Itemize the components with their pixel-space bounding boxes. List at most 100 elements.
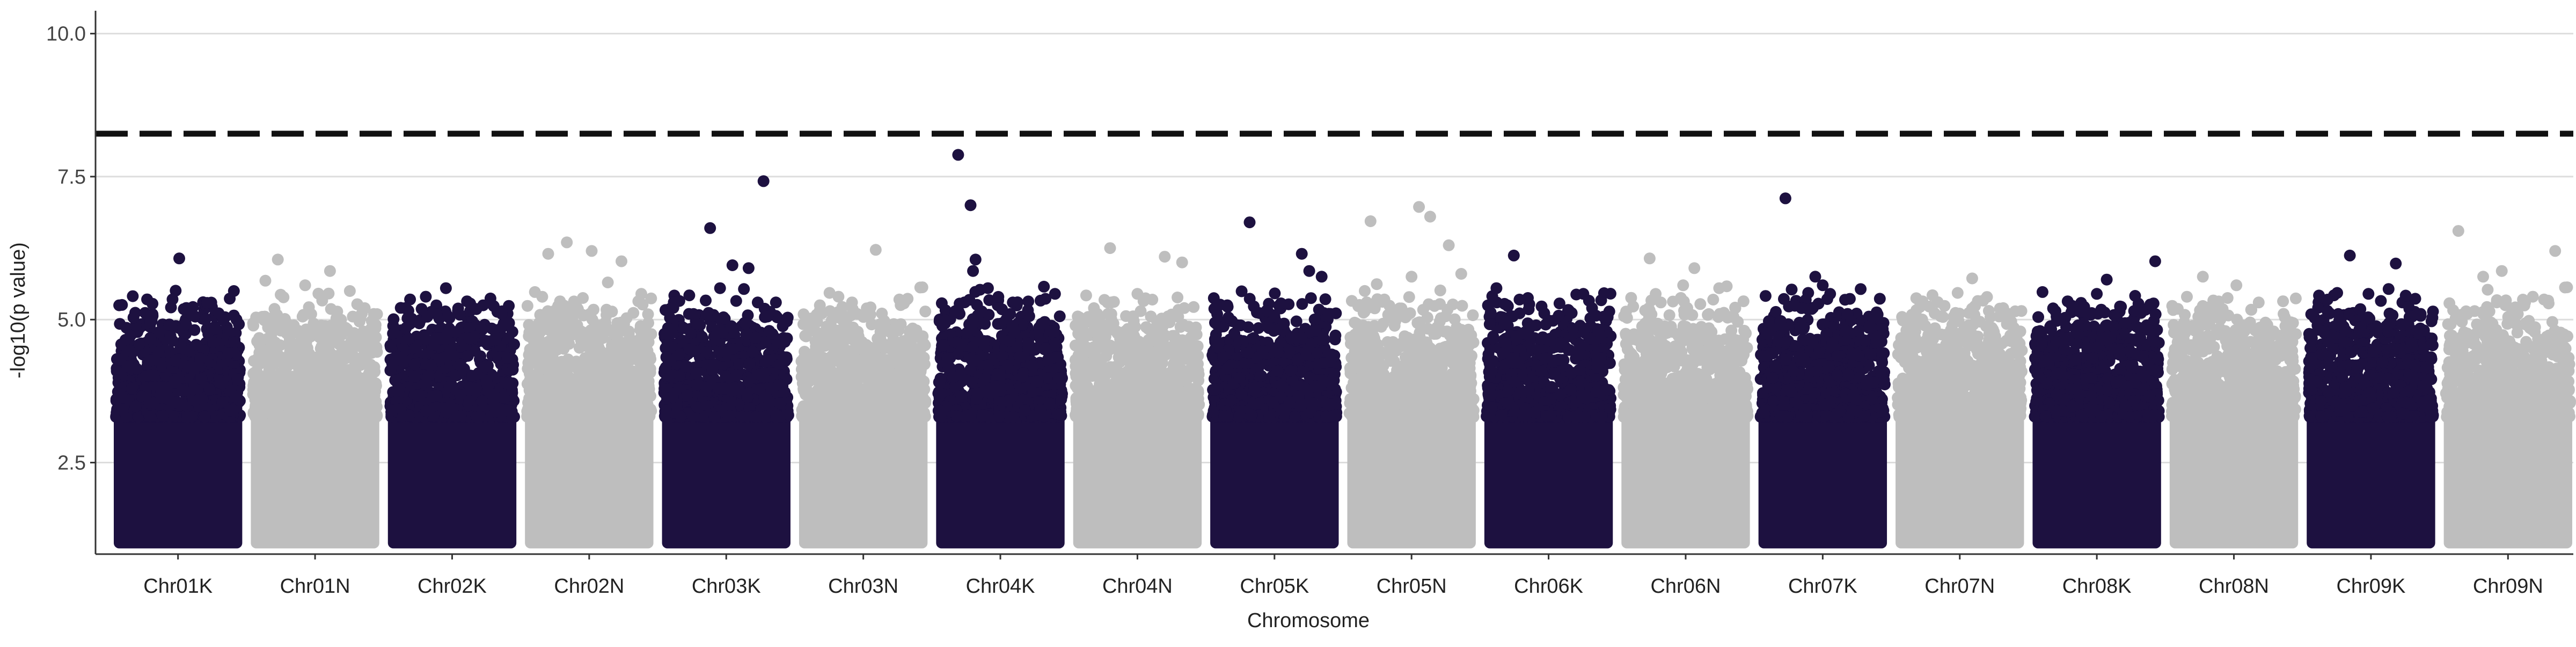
snp-point: [358, 330, 370, 342]
snp-point: [778, 355, 790, 367]
snp-point: [750, 411, 762, 423]
snp-point: [549, 411, 561, 423]
snp-point: [423, 369, 435, 381]
snp-point: [681, 390, 693, 402]
snp-point: [147, 298, 158, 310]
snp-point: [604, 386, 616, 397]
chromosome-points-Chr02K: [384, 282, 520, 549]
snp-point: [661, 351, 672, 363]
snp-point: [568, 295, 580, 307]
snp-point: [165, 330, 177, 341]
top-snp-point: [421, 311, 433, 323]
top-snp-point: [173, 252, 185, 264]
snp-point: [409, 359, 421, 370]
snp-point: [260, 390, 272, 402]
snp-point: [117, 403, 129, 415]
snp-point: [296, 382, 308, 394]
top-snp-point: [477, 300, 489, 311]
snp-point: [279, 359, 291, 371]
top-snp-point: [602, 277, 614, 288]
snp-point: [720, 346, 731, 358]
snp-point: [738, 283, 750, 295]
snp-point: [253, 339, 265, 351]
snp-point: [223, 347, 235, 359]
snp-point: [486, 323, 497, 335]
snp-point: [766, 328, 778, 340]
snp-point: [420, 333, 432, 345]
top-snp-point: [616, 256, 627, 267]
snp-point: [145, 333, 157, 345]
top-snp-point: [299, 279, 311, 291]
snp-point: [123, 345, 135, 357]
snp-point: [553, 401, 565, 412]
snp-point: [501, 404, 513, 416]
snp-point: [319, 377, 331, 389]
snp-point: [700, 309, 712, 321]
snp-point: [551, 307, 562, 319]
snp-point: [425, 359, 437, 371]
snp-point: [207, 337, 219, 348]
snp-point: [782, 312, 794, 324]
snp-point: [701, 346, 713, 358]
snp-point: [412, 389, 423, 401]
snp-point: [363, 411, 375, 423]
snp-point: [664, 312, 676, 324]
snp-point: [167, 294, 179, 306]
snp-point: [454, 309, 466, 321]
snp-point: [691, 401, 703, 413]
snp-point: [335, 360, 347, 372]
snp-point: [524, 374, 536, 386]
snp-point: [536, 291, 548, 303]
top-snp-point: [228, 285, 240, 297]
snp-point: [353, 397, 364, 409]
snp-point: [231, 373, 243, 385]
snp-point: [290, 348, 302, 360]
dense-points-band: [799, 403, 927, 549]
snp-point: [561, 356, 573, 368]
snp-point: [188, 324, 200, 336]
snp-point: [280, 381, 292, 392]
snp-point: [181, 411, 193, 423]
snp-point: [327, 337, 339, 348]
snp-point: [733, 358, 745, 370]
snp-point: [620, 377, 632, 389]
snp-point: [589, 411, 601, 423]
top-snp-point: [440, 282, 452, 294]
snp-point: [333, 322, 345, 333]
chromosome-points-Chr01K: [110, 252, 246, 548]
snp-point: [169, 410, 180, 422]
top-snp-point: [496, 308, 508, 320]
snp-point: [523, 358, 535, 369]
snp-point: [144, 410, 156, 422]
snp-point: [247, 317, 259, 329]
snp-point: [919, 306, 931, 317]
snp-point: [551, 360, 562, 372]
snp-point: [277, 292, 289, 303]
snp-point: [747, 346, 758, 358]
dense-points-band: [114, 403, 242, 549]
top-snp-point: [635, 288, 647, 300]
snp-point: [228, 310, 240, 322]
snp-point: [522, 300, 533, 312]
snp-point: [782, 409, 794, 420]
snp-point: [134, 338, 145, 350]
dense-points-band: [662, 403, 791, 549]
snp-point: [724, 410, 736, 422]
snp-point: [261, 406, 273, 418]
top-snp-point: [399, 302, 411, 314]
top-snp-point: [704, 222, 716, 234]
snp-point: [203, 384, 215, 396]
snp-point: [445, 344, 457, 355]
snp-point: [143, 397, 155, 409]
snp-point: [224, 405, 236, 417]
snp-point: [683, 289, 695, 301]
snp-point: [736, 411, 748, 423]
snp-point: [194, 352, 206, 364]
snp-point: [182, 361, 194, 373]
top-snp-point: [743, 262, 755, 274]
dense-points-band: [525, 403, 653, 549]
snp-point: [570, 411, 582, 423]
snp-point: [726, 385, 737, 397]
snp-point: [230, 391, 241, 403]
